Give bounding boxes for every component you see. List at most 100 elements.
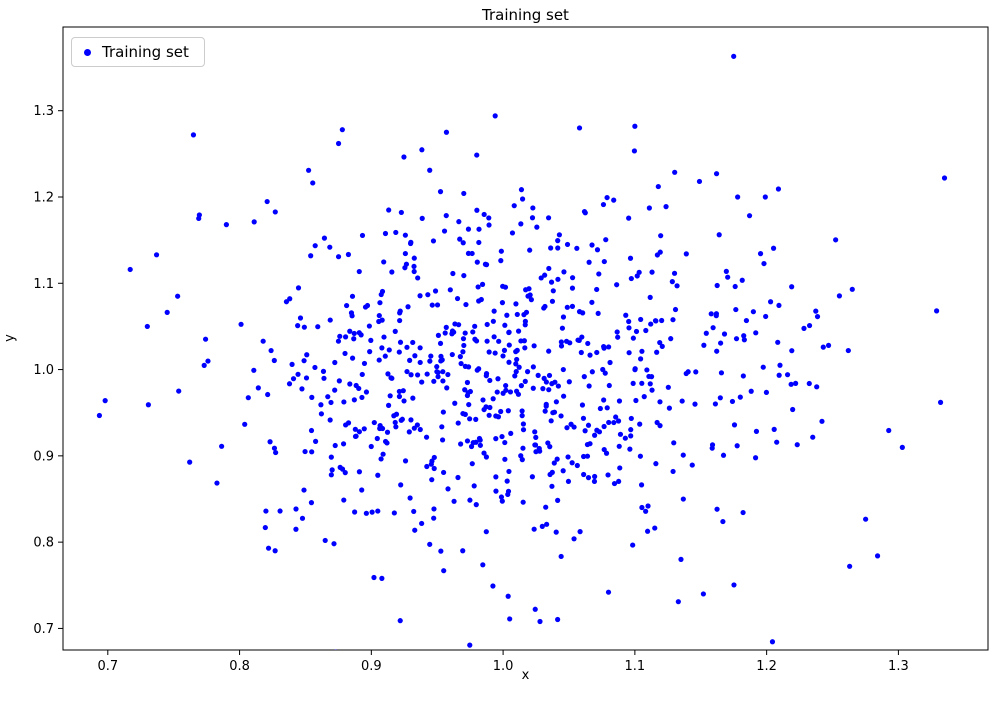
data-point: [770, 245, 777, 251]
data-point: [438, 358, 444, 364]
data-point: [789, 284, 795, 290]
data-point: [546, 387, 552, 393]
data-point: [363, 389, 370, 395]
data-point: [589, 242, 595, 248]
data-point: [460, 349, 466, 355]
data-point: [441, 469, 447, 476]
data-point: [335, 338, 342, 344]
data-point: [639, 380, 645, 386]
data-point: [429, 458, 435, 464]
data-point: [527, 292, 533, 298]
data-point: [440, 378, 446, 384]
data-point: [532, 606, 538, 612]
data-point: [465, 250, 472, 257]
data-point: [739, 277, 745, 283]
data-point: [549, 298, 556, 304]
data-point: [445, 371, 451, 378]
data-point: [574, 245, 580, 251]
data-point: [644, 528, 651, 534]
data-point: [741, 337, 747, 343]
data-point: [366, 323, 372, 329]
data-point: [558, 413, 564, 419]
data-point: [476, 239, 482, 246]
data-point: [47, 312, 52, 317]
data-point: [429, 302, 435, 308]
data-point: [310, 180, 316, 186]
data-point: [447, 287, 453, 293]
data-point: [412, 527, 418, 533]
data-point: [683, 370, 689, 377]
data-point: [571, 536, 577, 542]
y-tick-label: 1.1: [33, 277, 54, 292]
data-point: [553, 529, 559, 535]
data-point: [607, 359, 613, 366]
data-point: [467, 416, 473, 422]
data-point: [381, 334, 387, 340]
data-point: [386, 207, 392, 213]
data-point: [411, 263, 417, 270]
data-point: [145, 402, 151, 408]
data-point: [653, 461, 659, 467]
data-point: [428, 353, 434, 359]
data-point: [331, 541, 337, 547]
data-point: [452, 321, 458, 327]
data-point: [601, 423, 607, 430]
data-point: [341, 497, 347, 503]
data-point: [371, 419, 377, 426]
data-point: [487, 404, 493, 411]
data-point: [419, 147, 425, 153]
data-point: [301, 358, 307, 364]
data-point: [443, 212, 449, 219]
data-point: [630, 380, 636, 386]
data-point: [540, 386, 546, 392]
data-point: [595, 310, 601, 317]
data-point: [301, 487, 307, 493]
data-point: [443, 324, 449, 330]
data-point: [611, 197, 617, 203]
data-point: [329, 467, 335, 473]
data-point: [309, 394, 315, 400]
data-point: [788, 381, 794, 387]
data-point: [352, 509, 358, 515]
data-point: [526, 286, 532, 292]
data-point: [760, 364, 766, 370]
data-point: [391, 510, 397, 516]
data-point: [731, 582, 737, 588]
data-point: [586, 259, 592, 265]
data-point: [776, 302, 782, 309]
data-point: [630, 542, 636, 548]
data-point: [586, 383, 592, 389]
data-point: [587, 352, 593, 358]
data-point: [382, 230, 389, 237]
data-point: [732, 283, 738, 290]
data-point: [492, 113, 498, 119]
data-point: [558, 553, 564, 560]
data-point: [334, 649, 338, 650]
data-point: [710, 325, 716, 331]
data-point: [520, 427, 527, 433]
data-point: [439, 424, 445, 430]
data-point: [411, 508, 417, 515]
data-point: [374, 435, 380, 442]
data-point: [615, 418, 622, 424]
data-point: [474, 152, 480, 158]
data-point: [678, 556, 684, 562]
data-point: [723, 268, 729, 274]
data-point: [359, 232, 366, 239]
data-point: [486, 412, 492, 418]
data-point: [328, 399, 334, 406]
data-point: [415, 372, 421, 378]
data-point: [457, 354, 463, 360]
data-point: [594, 349, 600, 356]
data-point: [359, 394, 365, 401]
data-point: [721, 331, 728, 337]
data-point: [376, 312, 382, 319]
data-point: [801, 325, 807, 331]
data-point: [648, 374, 655, 380]
data-point: [417, 359, 423, 366]
data-point: [458, 360, 464, 367]
data-point: [460, 336, 467, 342]
data-point: [441, 568, 447, 574]
data-point: [475, 284, 481, 290]
